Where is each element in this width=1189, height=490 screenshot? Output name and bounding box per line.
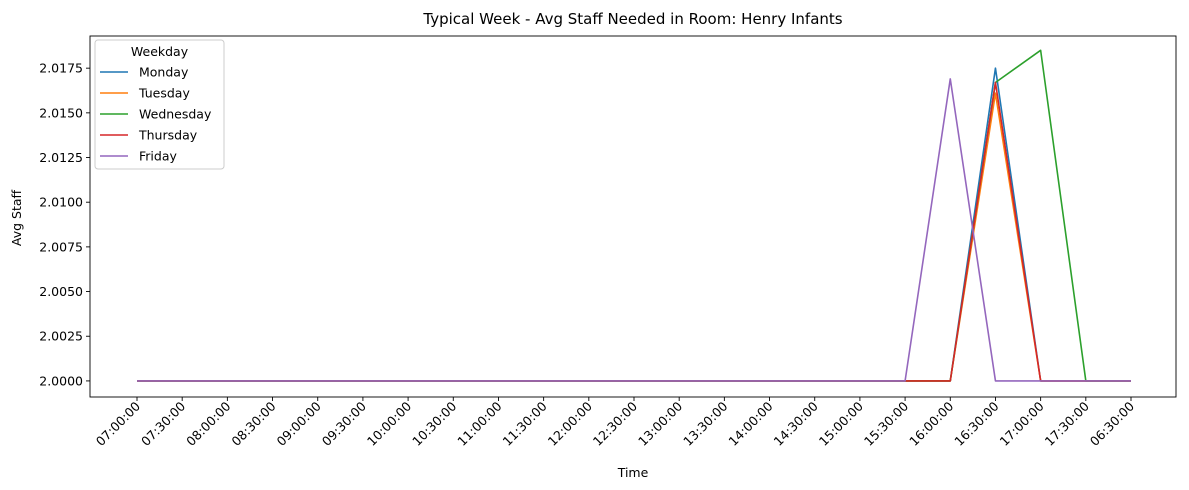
x-tick-label: 08:30:00	[228, 398, 278, 448]
y-tick-label: 2.0050	[39, 284, 83, 299]
x-tick-label: 11:30:00	[499, 398, 549, 448]
x-tick-label: 14:30:00	[771, 398, 821, 448]
x-axis-label: Time	[617, 465, 649, 480]
x-tick-label: 09:00:00	[274, 398, 324, 448]
y-tick-label: 2.0175	[39, 61, 83, 76]
x-tick-label: 09:30:00	[319, 398, 369, 448]
y-tick-label: 2.0025	[39, 329, 83, 344]
series-line-friday	[137, 78, 1131, 382]
x-tick-label: 14:00:00	[725, 398, 775, 448]
x-tick-label: 16:00:00	[906, 398, 956, 448]
legend-label-thursday: Thursday	[138, 128, 198, 143]
x-tick-label: 12:00:00	[545, 398, 595, 448]
x-tick-label: 15:00:00	[816, 398, 866, 448]
legend-label-monday: Monday	[139, 65, 189, 80]
y-tick-label: 2.0150	[39, 105, 83, 120]
series-line-thursday	[137, 81, 1131, 382]
x-tick-label: 10:00:00	[364, 398, 414, 448]
series-line-wednesday	[137, 49, 1131, 382]
y-tick-label: 2.0000	[39, 373, 83, 388]
legend: Weekday Monday Tuesday Wednesday Thursday Fri…	[94, 39, 225, 170]
x-tick-label: 11:00:00	[454, 398, 504, 448]
y-tick-label: 2.0075	[39, 239, 83, 254]
x-tick-label: 15:30:00	[861, 398, 911, 448]
x-tick-label: 17:30:00	[1042, 398, 1092, 448]
legend-label-wednesday: Wednesday	[139, 107, 212, 122]
x-tick-label: 13:30:00	[680, 398, 730, 448]
y-tick-label: 2.0125	[39, 150, 83, 165]
x-tick-label: 17:00:00	[996, 398, 1046, 448]
x-tick-label: 12:30:00	[590, 398, 640, 448]
legend-title: Weekday	[131, 44, 189, 59]
x-tick-label: 16:30:00	[951, 398, 1001, 448]
legend-label-tuesday: Tuesday	[138, 86, 190, 101]
y-tick-label: 2.0100	[39, 195, 83, 210]
plot-frame	[89, 35, 1177, 398]
series-line-tuesday	[137, 92, 1131, 382]
x-tick-label: 07:00:00	[93, 398, 143, 448]
legend-label-friday: Friday	[139, 149, 177, 164]
x-tick-label: 06:30:00	[1087, 398, 1137, 448]
series-line-monday	[137, 67, 1131, 382]
x-tick-label: 08:00:00	[183, 398, 233, 448]
x-tick-label: 07:30:00	[138, 398, 188, 448]
x-tick-label: 13:00:00	[635, 398, 685, 448]
x-tick-label: 10:30:00	[409, 398, 459, 448]
chart-title: Typical Week - Avg Staff Needed in Room:…	[422, 10, 842, 28]
y-axis-label: Avg Staff	[9, 189, 24, 246]
